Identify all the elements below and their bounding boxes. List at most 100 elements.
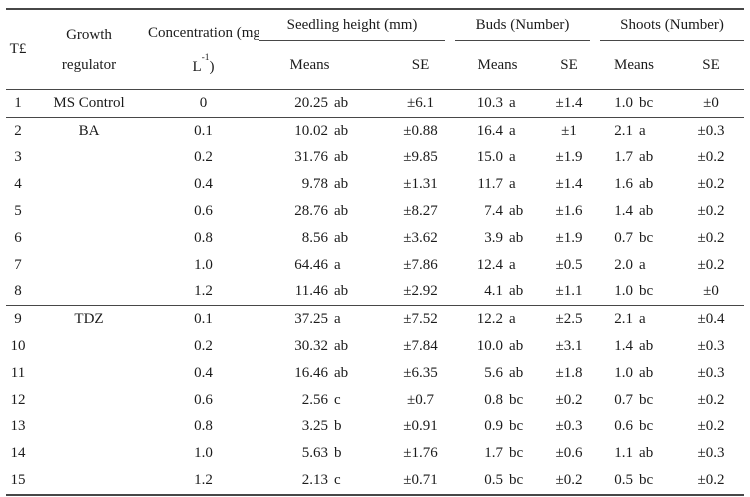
cell-concentration: 0.2: [194, 338, 213, 355]
cell-buds-se: ±0.5: [555, 256, 583, 273]
cell-buds-letters: ab: [509, 364, 524, 381]
cell-seedling-se: ±1.76: [403, 445, 438, 462]
table-row: 5 0.6 28.76 ab ±8.27 7.4 ab ±1.6 1.4 ab …: [6, 198, 744, 225]
cell-treatment-number: 12: [10, 391, 26, 408]
cell-buds-mean: 10.3: [455, 89, 504, 118]
cell-buds-se: ±0.2: [555, 472, 583, 489]
cell-buds-se: ±0.2: [555, 391, 583, 408]
column-gap: [445, 440, 455, 467]
cell-buds-se: ±1.6: [555, 203, 583, 220]
cell-buds-mean: 12.2: [476, 311, 504, 328]
col-header-seedling-se: SE: [360, 40, 446, 90]
cell-buds-mean: 0.5: [484, 472, 504, 489]
cell-shoots-se: ±0.2: [697, 229, 725, 246]
table-row: 11 0.4 16.46 ab ±6.35 5.6 ab ±1.8 1.0 ab…: [6, 360, 744, 387]
cell-seedling-letters: ab: [334, 122, 349, 139]
cell-concentration: 0.6: [194, 203, 213, 220]
column-gap: [590, 414, 600, 441]
table-row: 1 MS Control 0 20.25 ab ±6.1 10.3 a ±1.4…: [6, 89, 745, 118]
col-header-shoots-se: SE: [668, 40, 745, 90]
cell-buds-letters: a: [503, 89, 541, 118]
cell-buds-mean: 7.4: [484, 203, 504, 220]
cell-shoots-letters: a: [639, 122, 646, 139]
cell-growth-regulator: [30, 360, 148, 387]
cell-seedling-se: ±6.1: [360, 89, 446, 118]
cell-buds-letters: ab: [503, 278, 541, 307]
cell-shoots-se: ±0.2: [697, 391, 725, 408]
column-gap: [445, 306, 455, 333]
cell-concentration: 1.0: [194, 256, 213, 273]
cell-growth-regulator: BA: [78, 122, 100, 139]
cell-shoots-letters: ab: [639, 203, 654, 220]
column-gap: [590, 225, 600, 252]
cell-shoots-se: ±0: [668, 278, 745, 307]
column-gap: [445, 360, 455, 387]
cell-buds-se: ±1.9: [555, 229, 583, 246]
superscript-minus-one: -1: [201, 52, 210, 63]
cell-seedling-mean: 30.32: [294, 338, 328, 355]
cell-seedling-letters: ab: [334, 176, 349, 193]
concentration-line1: Concentration (mg: [148, 24, 259, 41]
table-row: 2 BA 0.1 10.02 ab ±0.88 16.4 a ±1 2.1 a …: [6, 117, 744, 144]
cell-shoots-letters: bc: [633, 89, 669, 118]
cell-seedling-letters: c: [334, 391, 341, 408]
cell-shoots-letters: ab: [639, 445, 654, 462]
cell-shoots-letters: a: [639, 256, 646, 273]
cell-concentration: 0.1: [194, 122, 213, 139]
column-gap: [445, 278, 456, 307]
cell-seedling-mean: 9.78: [301, 176, 328, 193]
cell-growth-regulator: [30, 387, 148, 414]
cell-shoots-mean: 0.5: [614, 472, 634, 489]
cell-seedling-mean: 10.02: [294, 122, 328, 139]
cell-concentration: 0.4: [194, 364, 213, 381]
cell-shoots-mean: 0.7: [614, 229, 634, 246]
column-gap: [445, 145, 455, 172]
column-gap: [445, 9, 456, 90]
cell-seedling-se: ±9.85: [403, 149, 438, 166]
cell-shoots-letters: ab: [639, 176, 654, 193]
col-header-seedling-means: Means: [259, 40, 360, 90]
cell-growth-regulator: [30, 333, 148, 360]
table-header: T£ Growth regulator Concentration (mg L-…: [6, 9, 745, 90]
cell-growth-regulator: [30, 467, 148, 495]
cell-shoots-se: ±0.3: [697, 338, 725, 355]
column-gap: [445, 198, 455, 225]
cell-concentration: 0: [148, 89, 259, 118]
cell-treatment-number: 2: [14, 122, 22, 139]
cell-shoots-mean: 0.6: [614, 418, 634, 435]
cell-treatment-number: 10: [10, 338, 26, 355]
cell-seedling-se: ±1.31: [403, 176, 438, 193]
cell-buds-se: ±1.8: [555, 364, 583, 381]
column-gap: [445, 117, 455, 144]
cell-shoots-se: ±0.3: [697, 445, 725, 462]
cell-buds-mean: 12.4: [476, 256, 504, 273]
cell-shoots-letters: ab: [639, 149, 654, 166]
cell-seedling-se: ±7.84: [403, 338, 438, 355]
cell-shoots-letters: bc: [639, 391, 654, 408]
column-gap: [445, 387, 455, 414]
cell-buds-letters: ab: [509, 229, 524, 246]
cell-shoots-mean: 1.6: [614, 176, 634, 193]
cell-shoots-letters: bc: [633, 278, 669, 307]
cell-buds-letters: a: [509, 311, 516, 328]
table-row: 14 1.0 5.63 b ±1.76 1.7 bc ±0.6 1.1 ab ±…: [6, 440, 744, 467]
cell-shoots-mean: 1.7: [614, 149, 634, 166]
cell-growth-regulator: MS Control: [30, 89, 148, 118]
cell-shoots-se: ±0.2: [697, 176, 725, 193]
cell-seedling-letters: ab: [328, 278, 360, 307]
cell-seedling-mean: 11.46: [259, 278, 328, 307]
cell-buds-se: ±1.1: [540, 278, 591, 307]
column-gap: [590, 306, 600, 333]
column-gap: [590, 467, 600, 495]
cell-buds-se: ±1: [561, 122, 577, 139]
column-gap: [445, 89, 456, 118]
cell-shoots-mean: 2.0: [614, 256, 634, 273]
column-gap: [445, 171, 455, 198]
cell-seedling-mean: 16.46: [294, 364, 328, 381]
cell-shoots-mean: 2.1: [614, 122, 634, 139]
cell-seedling-se: ±0.88: [403, 122, 438, 139]
cell-shoots-mean: 1.1: [614, 445, 634, 462]
cell-shoots-letters: a: [639, 311, 646, 328]
cell-seedling-se: ±0.71: [403, 472, 438, 489]
table-row: 4 0.4 9.78 ab ±1.31 11.7 a ±1.4 1.6 ab ±…: [6, 171, 744, 198]
